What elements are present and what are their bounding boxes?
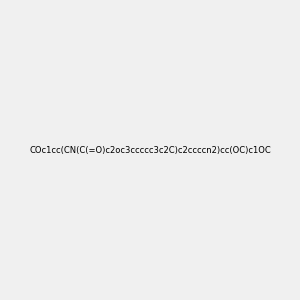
Text: COc1cc(CN(C(=O)c2oc3ccccc3c2C)c2ccccn2)cc(OC)c1OC: COc1cc(CN(C(=O)c2oc3ccccc3c2C)c2ccccn2)c… <box>29 146 271 154</box>
